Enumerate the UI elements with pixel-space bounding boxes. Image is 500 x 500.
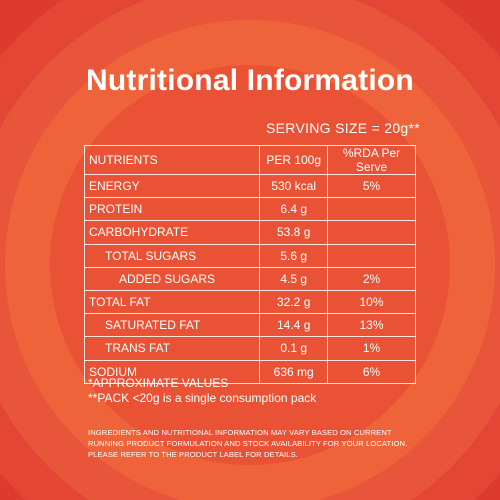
nutrient-name: SATURATED FAT [83,313,261,338]
nutrient-name: ADDED SUGARS [83,266,261,291]
nutrient-name: SODIUM [83,359,261,384]
nutrient-name: TOTAL SUGARS [83,243,261,268]
table-row: SODIUM 636 mg 6% [83,359,416,384]
table-row: TOTAL FAT 32.2 g 10% [83,289,416,315]
per-100g-value: 0.1 g [259,336,329,361]
nutrient-name: TOTAL FAT [83,289,261,315]
rda-value: 13% [327,313,416,338]
disclaimer-text: INGREDIENTS AND NUTRITIONAL INFORMATION … [88,428,408,459]
table-header-row: NUTRIENTS PER 100g %RDA Per Serve [83,145,416,175]
header-per-100g: PER 100g [259,145,329,175]
rda-value [327,197,416,222]
rda-value: 6% [327,359,416,384]
per-100g-value: 5.6 g [259,243,329,268]
table-row: ENERGY 530 kcal 5% [83,173,416,199]
table-row: SATURATED FAT 14.4 g 13% [83,313,416,338]
table-row: TOTAL SUGARS 5.6 g [83,243,416,268]
header-rda-per-serve: %RDA Per Serve [327,145,416,175]
rda-value: 2% [327,266,416,291]
approximate-values-note: *APPROXIMATE VALUES [88,376,229,390]
pack-size-note: **PACK <20g is a single consumption pack [88,391,317,405]
nutrient-name: TRANS FAT [83,336,261,361]
per-100g-value: 6.4 g [259,197,329,222]
per-100g-value: 53.8 g [259,220,329,245]
table-row: CARBOHYDRATE 53.8 g [83,220,416,245]
rda-value [327,243,416,268]
nutrient-name: ENERGY [83,173,261,199]
page-title: Nutritional Information [86,64,414,97]
rda-value: 1% [327,336,416,361]
per-100g-value: 14.4 g [259,313,329,338]
header-nutrients: NUTRIENTS [83,145,261,175]
nutrient-name: PROTEIN [83,197,261,222]
table-row: TRANS FAT 0.1 g 1% [83,336,416,361]
nutrient-name: CARBOHYDRATE [83,220,261,245]
per-100g-value: 636 mg [259,359,329,384]
per-100g-value: 4.5 g [259,266,329,291]
serving-size-label: SERVING SIZE = 20g** [266,120,420,136]
per-100g-value: 530 kcal [259,173,329,199]
rda-value: 10% [327,289,416,315]
rda-value [327,220,416,245]
rda-value: 5% [327,173,416,199]
nutrition-table: NUTRIENTS PER 100g %RDA Per Serve ENERGY… [83,145,416,384]
table-row: ADDED SUGARS 4.5 g 2% [83,266,416,291]
table-row: PROTEIN 6.4 g [83,197,416,222]
per-100g-value: 32.2 g [259,289,329,315]
